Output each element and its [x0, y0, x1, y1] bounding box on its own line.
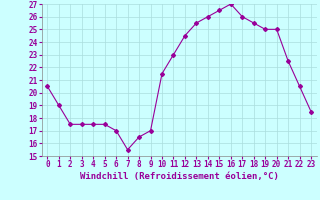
X-axis label: Windchill (Refroidissement éolien,°C): Windchill (Refroidissement éolien,°C) — [80, 172, 279, 181]
